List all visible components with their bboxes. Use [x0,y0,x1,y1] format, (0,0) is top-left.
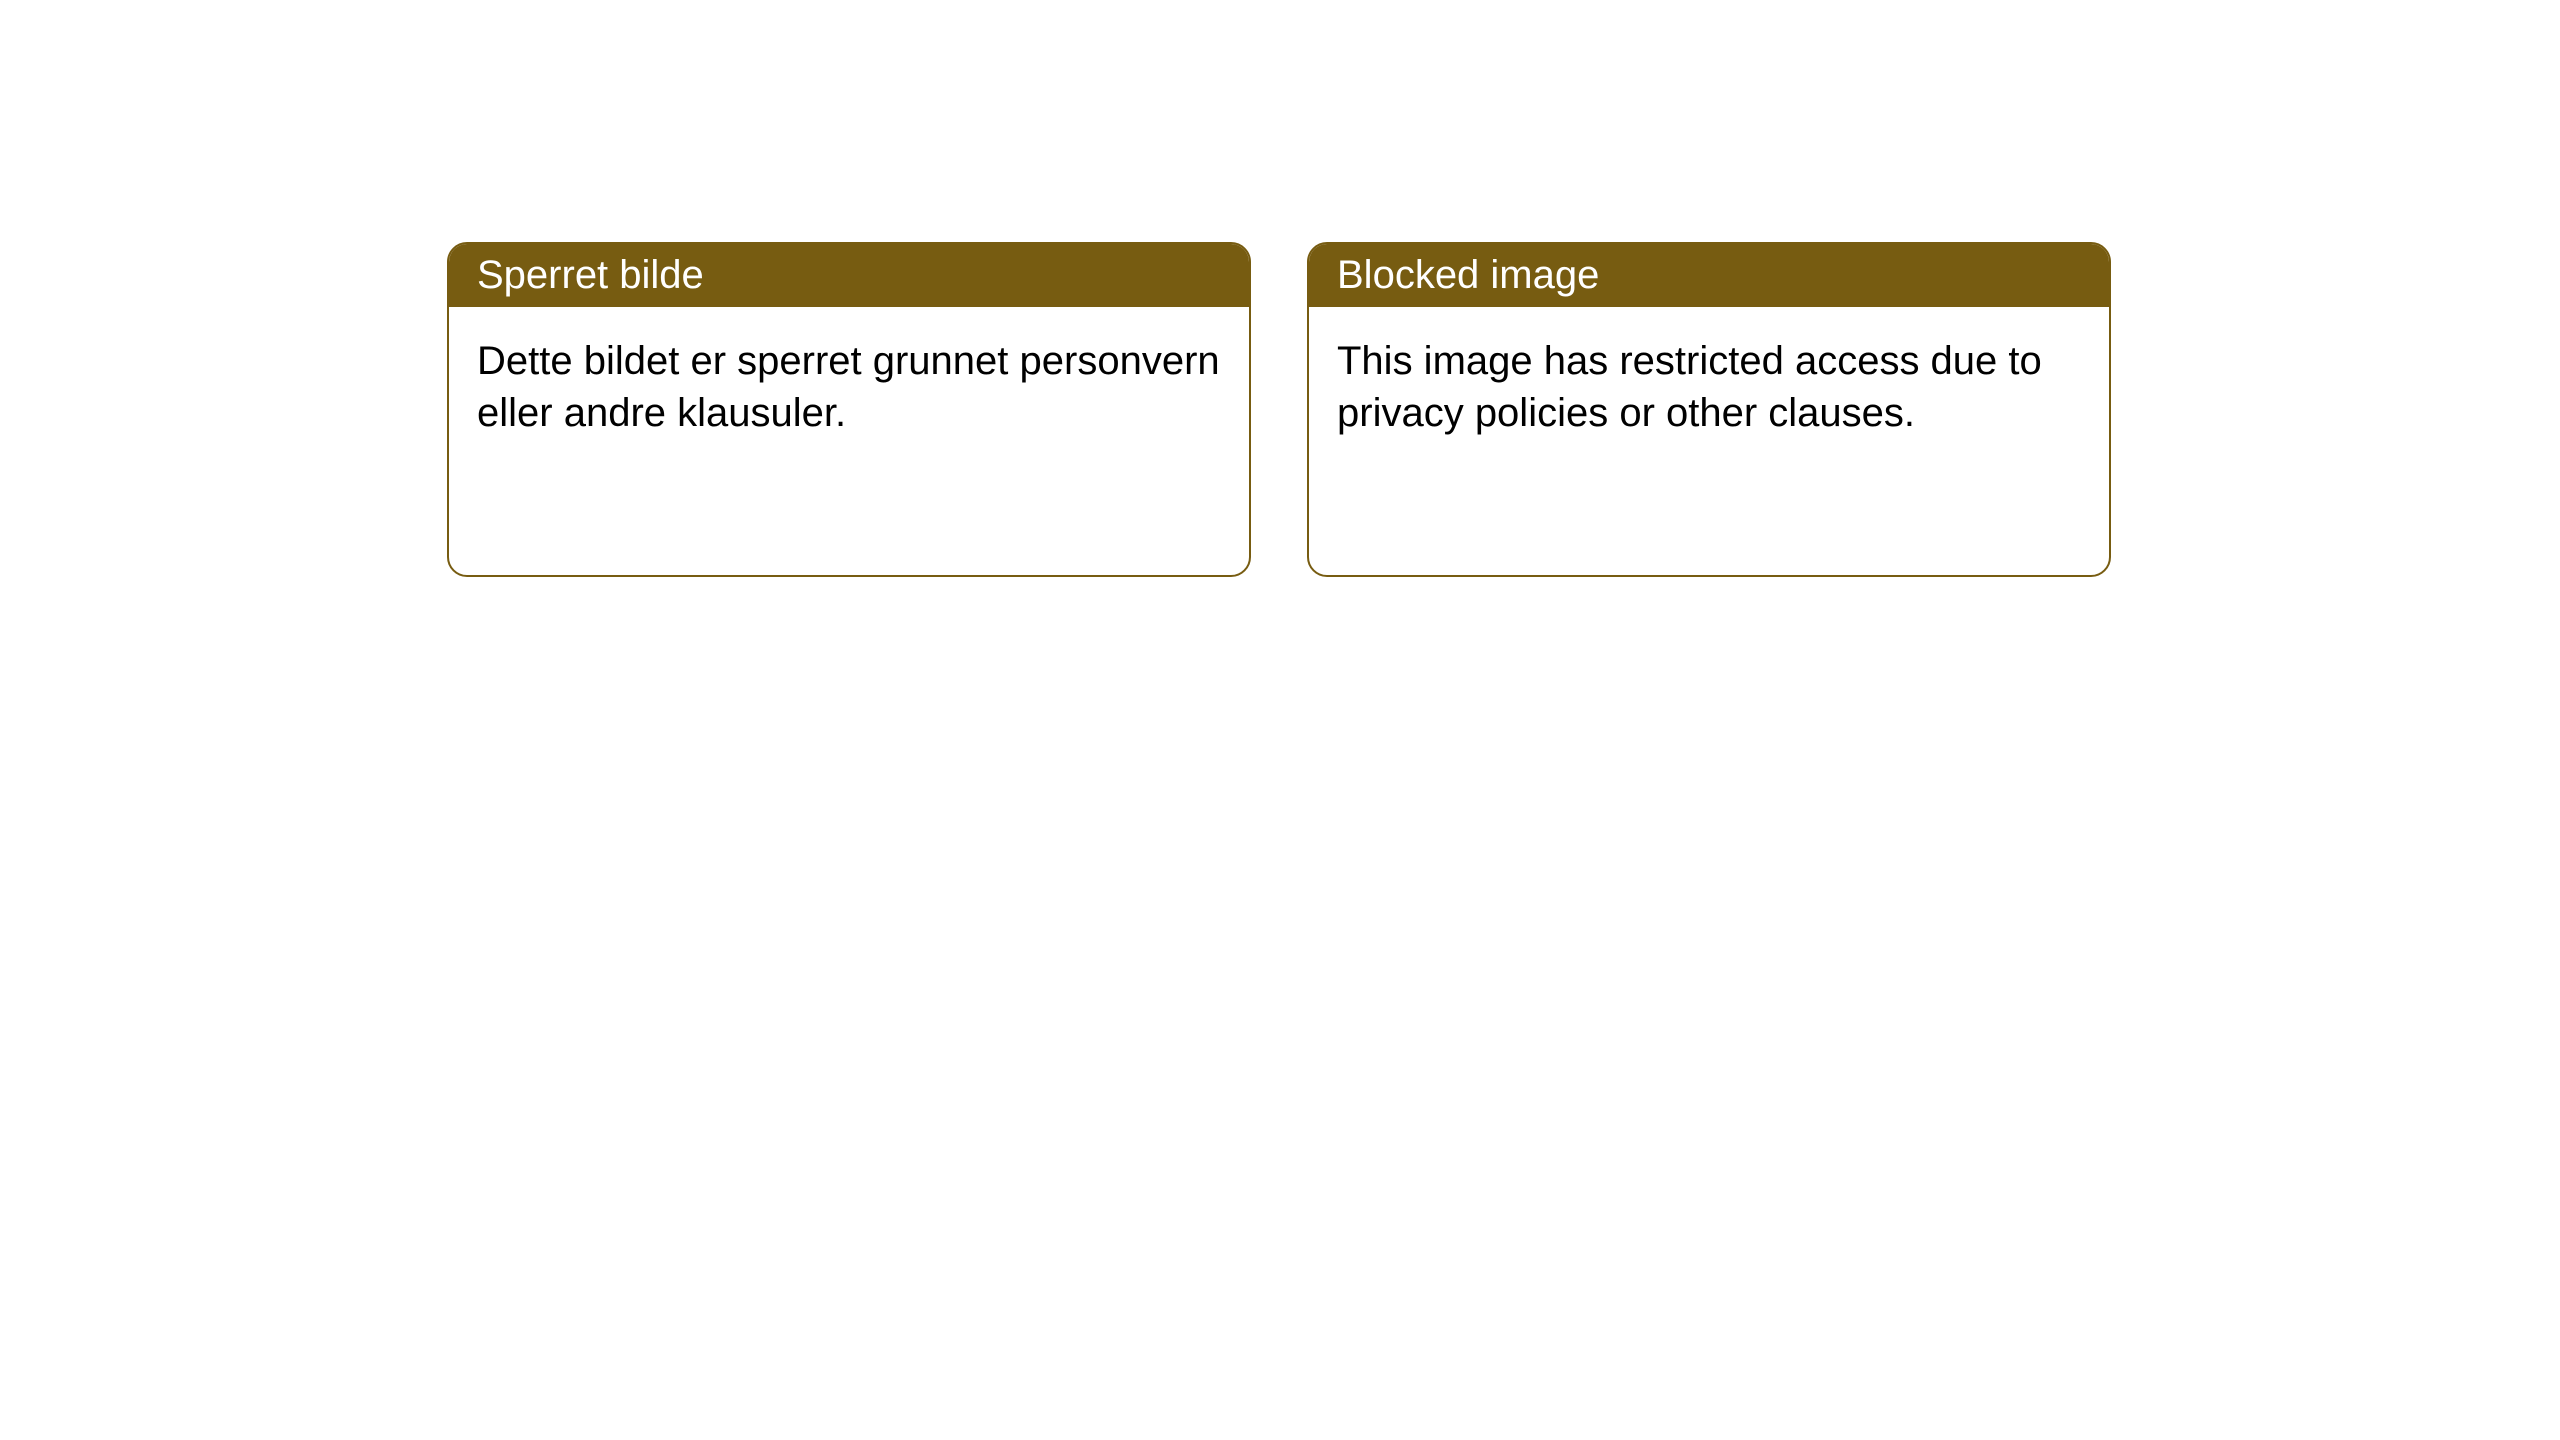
notice-card-english: Blocked image This image has restricted … [1307,242,2111,577]
notice-container: Sperret bilde Dette bildet er sperret gr… [0,0,2560,577]
notice-card-norwegian: Sperret bilde Dette bildet er sperret gr… [447,242,1251,577]
notice-body: This image has restricted access due to … [1309,307,2109,467]
notice-title: Sperret bilde [449,244,1249,307]
notice-body: Dette bildet er sperret grunnet personve… [449,307,1249,467]
notice-title: Blocked image [1309,244,2109,307]
